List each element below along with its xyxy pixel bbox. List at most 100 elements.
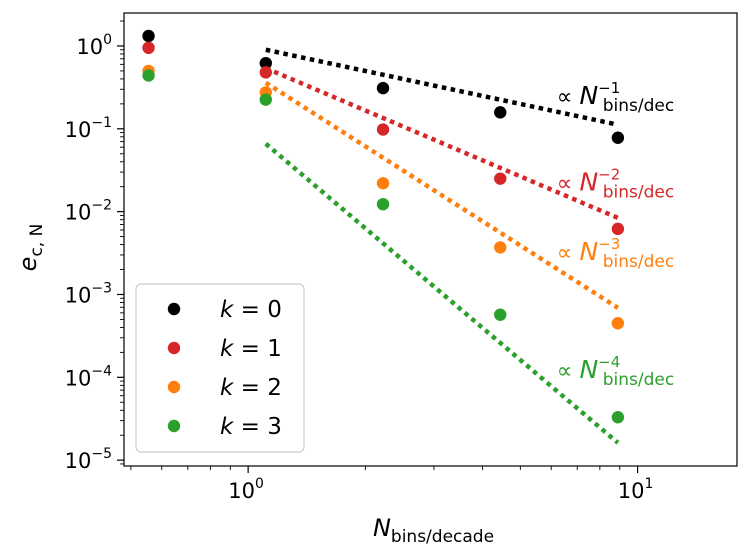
y-tick-base: 10: [65, 118, 92, 142]
legend-var: k: [220, 336, 235, 362]
point-k0-1: [259, 56, 272, 70]
x-tick-base: 10: [618, 479, 645, 503]
fit-annotation-prefix: ∝: [557, 359, 580, 384]
fit-annotation-prefix: ∝: [557, 85, 580, 110]
fit-lines: [264, 47, 620, 445]
fit-line-2: [264, 80, 620, 310]
point-k3-0: [142, 69, 155, 82]
y-tick-label: 10−3: [65, 280, 112, 307]
point-k1-1: [259, 66, 272, 79]
fit-annotation-sub: bins/dec: [603, 252, 674, 272]
point-k0-4: [611, 131, 625, 144]
point-k3-1: [259, 93, 272, 106]
point-k1-4: [611, 222, 625, 236]
y-tick-base: 10: [65, 201, 92, 225]
fit-annotation-prefix: ∝: [557, 241, 580, 266]
x-axis-label-sub: bins/decade: [391, 527, 494, 547]
point-k2-4: [611, 317, 625, 330]
legend: k = 0k = 1k = 2k = 3: [135, 283, 305, 453]
legend-box: [135, 283, 305, 453]
point-k0-2: [376, 81, 390, 95]
y-tick-base: 10: [76, 35, 103, 59]
y-tick-exp: −2: [91, 198, 112, 214]
x-tick-label: 101: [618, 476, 654, 503]
fit-annotation-exp: −4: [598, 353, 620, 371]
legend-var: k: [220, 414, 235, 440]
fit-annotation-prefix: ∝: [557, 171, 580, 196]
plot-frame: [123, 12, 738, 467]
point-k1-3: [494, 172, 507, 185]
legend-marker-k0: [167, 302, 181, 316]
y-tick-exp: −4: [91, 363, 112, 379]
y-tick-label: 10−5: [65, 446, 112, 473]
legend-eq: =: [233, 375, 267, 401]
fit-annotations: ∝ N−1 bins/dec∝ N−2 bins/dec∝ N−3 bins/dec∝…: [557, 79, 674, 390]
y-tick-label: 10−1: [65, 115, 112, 142]
legend-value: 0: [267, 297, 282, 323]
legend-eq: =: [233, 297, 267, 323]
fit-annotation-sub: bins/dec: [603, 182, 674, 202]
x-tick-exp: 0: [255, 476, 264, 492]
legend-label-k0: k = 0: [220, 297, 282, 323]
fit-line-1: [264, 66, 619, 220]
fit-annotation-base: N: [579, 167, 598, 196]
x-axis-label: Nbins/decade: [373, 514, 494, 547]
y-tick-exp: 0: [103, 32, 112, 48]
fit-annotation-base: N: [579, 355, 598, 384]
legend-var: k: [220, 297, 235, 323]
y-axis-label-sub: c, N: [27, 224, 47, 257]
fit-annotation-2: ∝ N−3 bins/dec: [557, 235, 674, 272]
x-tick-label: 100: [228, 476, 264, 503]
y-tick-label: 100: [76, 32, 112, 59]
fit-annotation-base: N: [579, 237, 598, 266]
point-k0-3: [494, 106, 507, 119]
fit-line-0: [265, 47, 619, 127]
x-axis-ticks: 100 101: [130, 466, 654, 503]
legend-marker-k1: [167, 341, 181, 355]
y-tick-base: 10: [65, 366, 92, 390]
fit-annotation-sub: bins/dec: [603, 370, 674, 390]
point-k1-0: [142, 41, 155, 55]
legend-var: k: [220, 375, 235, 401]
point-k2-2: [376, 177, 390, 190]
y-tick-label: 10−2: [65, 198, 112, 225]
fit-annotation-3: ∝ N−4 bins/dec: [557, 353, 674, 390]
legend-marker-k3: [167, 419, 181, 433]
y-tick-exp: −1: [91, 115, 112, 131]
fit-annotation-exp: −2: [598, 165, 620, 183]
point-k3-4: [611, 411, 625, 424]
fit-annotation-exp: −3: [598, 235, 620, 253]
legend-value: 1: [267, 336, 282, 362]
y-axis-label: ec, N: [14, 224, 47, 272]
fit-annotation-base: N: [579, 81, 598, 110]
y-tick-label: 10−4: [65, 363, 112, 390]
legend-eq: =: [233, 414, 267, 440]
legend-eq: =: [233, 336, 267, 362]
legend-label-k2: k = 2: [220, 375, 282, 401]
legend-value: 2: [267, 375, 282, 401]
data-points: [142, 29, 625, 424]
y-tick-base: 10: [65, 283, 92, 307]
legend-label-k1: k = 1: [220, 336, 282, 362]
fit-annotation-1: ∝ N−2 bins/dec: [557, 165, 674, 202]
y-tick-base: 10: [65, 449, 92, 473]
fit-annotation-0: ∝ N−1 bins/dec: [557, 79, 674, 116]
fit-annotation-exp: −1: [598, 79, 620, 97]
y-axis-label-base: e: [14, 257, 42, 272]
point-k2-3: [494, 241, 507, 254]
x-tick-base: 10: [228, 479, 255, 503]
point-k3-3: [494, 308, 507, 321]
y-tick-exp: −5: [91, 446, 112, 462]
point-k0-0: [142, 29, 155, 43]
x-axis-label-base: N: [373, 514, 391, 542]
point-k3-2: [376, 197, 390, 211]
point-k1-2: [376, 123, 390, 136]
x-tick-exp: 1: [644, 476, 653, 492]
fit-annotation-sub: bins/dec: [603, 96, 674, 116]
y-tick-exp: −3: [91, 280, 112, 296]
legend-label-k3: k = 3: [220, 414, 282, 440]
legend-value: 3: [267, 414, 282, 440]
legend-marker-k2: [167, 380, 181, 394]
